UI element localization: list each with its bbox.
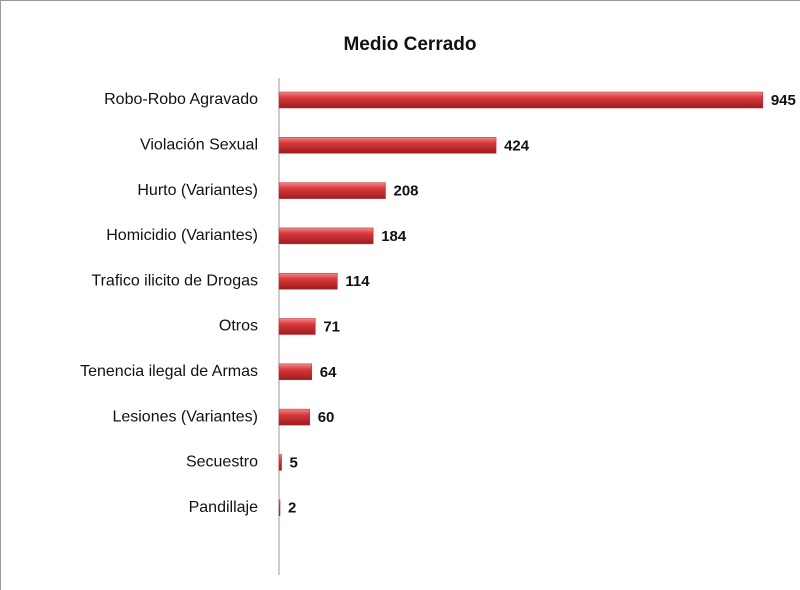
chart-title: Medio Cerrado xyxy=(343,34,476,55)
category-label: Secuestro xyxy=(186,454,258,471)
bar xyxy=(278,137,497,154)
value-label: 208 xyxy=(393,183,418,200)
value-label: 60 xyxy=(318,409,335,426)
category-label: Violación Sexual xyxy=(140,137,258,154)
value-label: 945 xyxy=(771,92,796,109)
bar xyxy=(278,454,282,471)
bar xyxy=(278,499,281,516)
category-label: Otros xyxy=(219,318,258,335)
category-label: Lesiones (Variantes) xyxy=(112,408,258,425)
value-label: 71 xyxy=(323,318,340,335)
category-label: Homicidio (Variantes) xyxy=(106,227,258,244)
category-label: Trafico ilicito de Drogas xyxy=(91,272,258,289)
bar xyxy=(278,318,316,335)
category-label: Robo-Robo Agravado xyxy=(104,91,258,108)
value-label: 2 xyxy=(288,500,296,517)
value-label: 64 xyxy=(320,364,337,381)
category-label: Hurto (Variantes) xyxy=(137,182,258,199)
bar xyxy=(278,363,313,381)
category-label: Pandillaje xyxy=(189,499,258,516)
bar xyxy=(278,408,310,426)
bar xyxy=(278,182,386,199)
category-label: Tenencia ilegal de Armas xyxy=(80,363,258,380)
bar xyxy=(278,91,764,109)
bar xyxy=(278,227,374,245)
bar xyxy=(278,272,338,290)
value-label: 114 xyxy=(345,273,370,290)
value-label: 5 xyxy=(290,454,298,471)
value-label: 424 xyxy=(504,137,530,154)
value-label: 184 xyxy=(381,228,407,245)
